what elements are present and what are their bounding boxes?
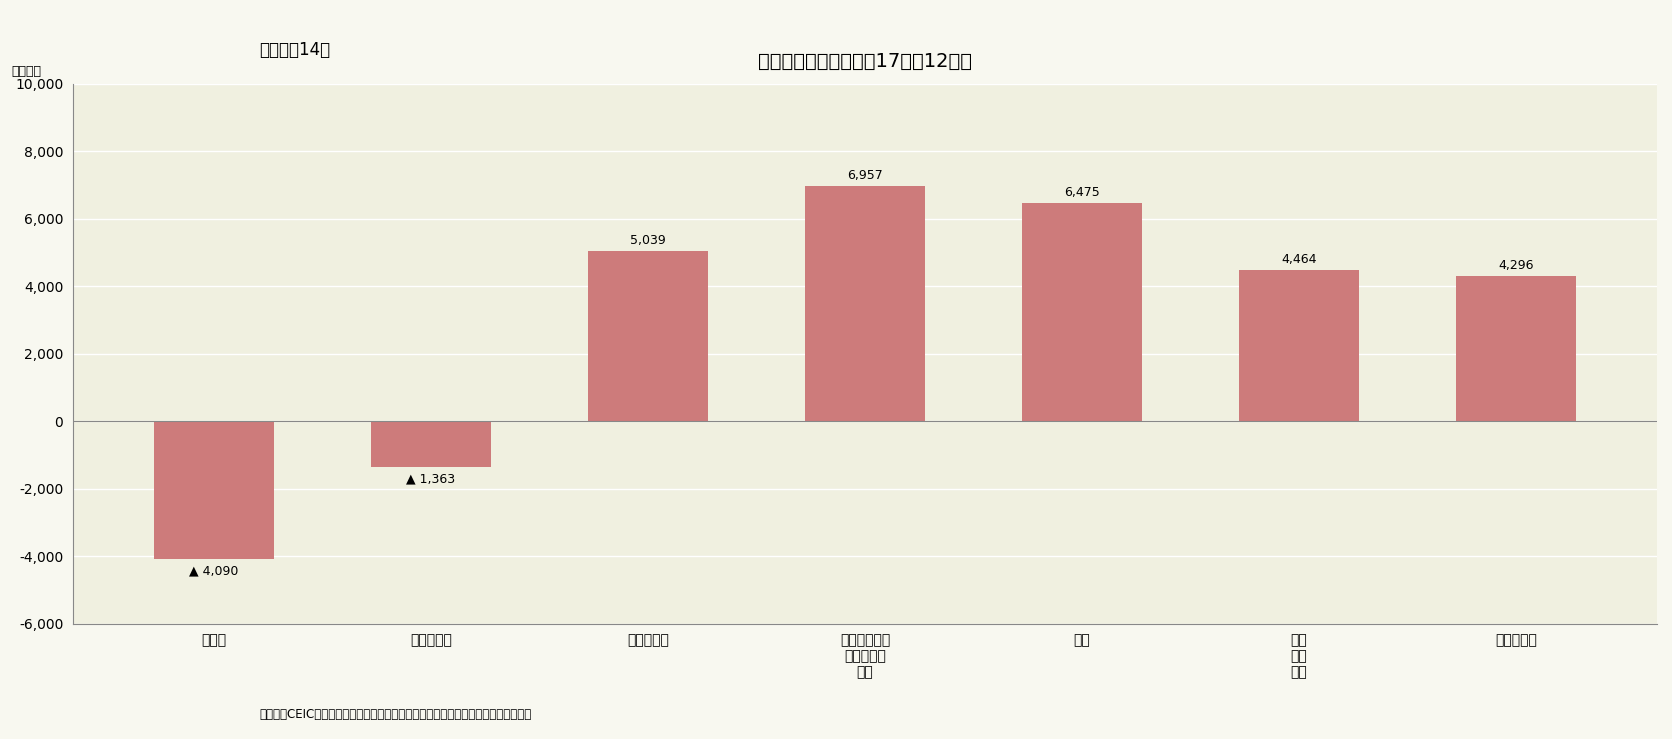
Title: 固定資産投資の変化（17年－12年）: 固定資産投資の変化（17年－12年）: [757, 52, 971, 71]
Text: ▲ 1,363: ▲ 1,363: [406, 472, 455, 485]
Text: （資料）CEIC（出所は中国国家統計局）のデータを元にニッセイ基礎研究所で作成: （資料）CEIC（出所は中国国家統計局）のデータを元にニッセイ基礎研究所で作成: [259, 707, 532, 721]
Text: 5,039: 5,039: [630, 234, 665, 247]
Bar: [589, 251, 707, 421]
Text: 4,464: 4,464: [1281, 253, 1318, 266]
Bar: [806, 186, 925, 421]
Bar: [371, 421, 490, 467]
Text: 6,957: 6,957: [848, 169, 883, 183]
Text: （図表－14）: （図表－14）: [259, 41, 331, 58]
Bar: [1022, 202, 1142, 421]
Text: 4,296: 4,296: [1498, 259, 1533, 272]
Bar: [1456, 276, 1575, 421]
Bar: [154, 421, 274, 559]
Text: ▲ 4,090: ▲ 4,090: [189, 564, 239, 577]
Bar: [1239, 270, 1359, 421]
Text: 6,475: 6,475: [1063, 185, 1100, 199]
Text: （億元）: （億元）: [12, 65, 42, 78]
